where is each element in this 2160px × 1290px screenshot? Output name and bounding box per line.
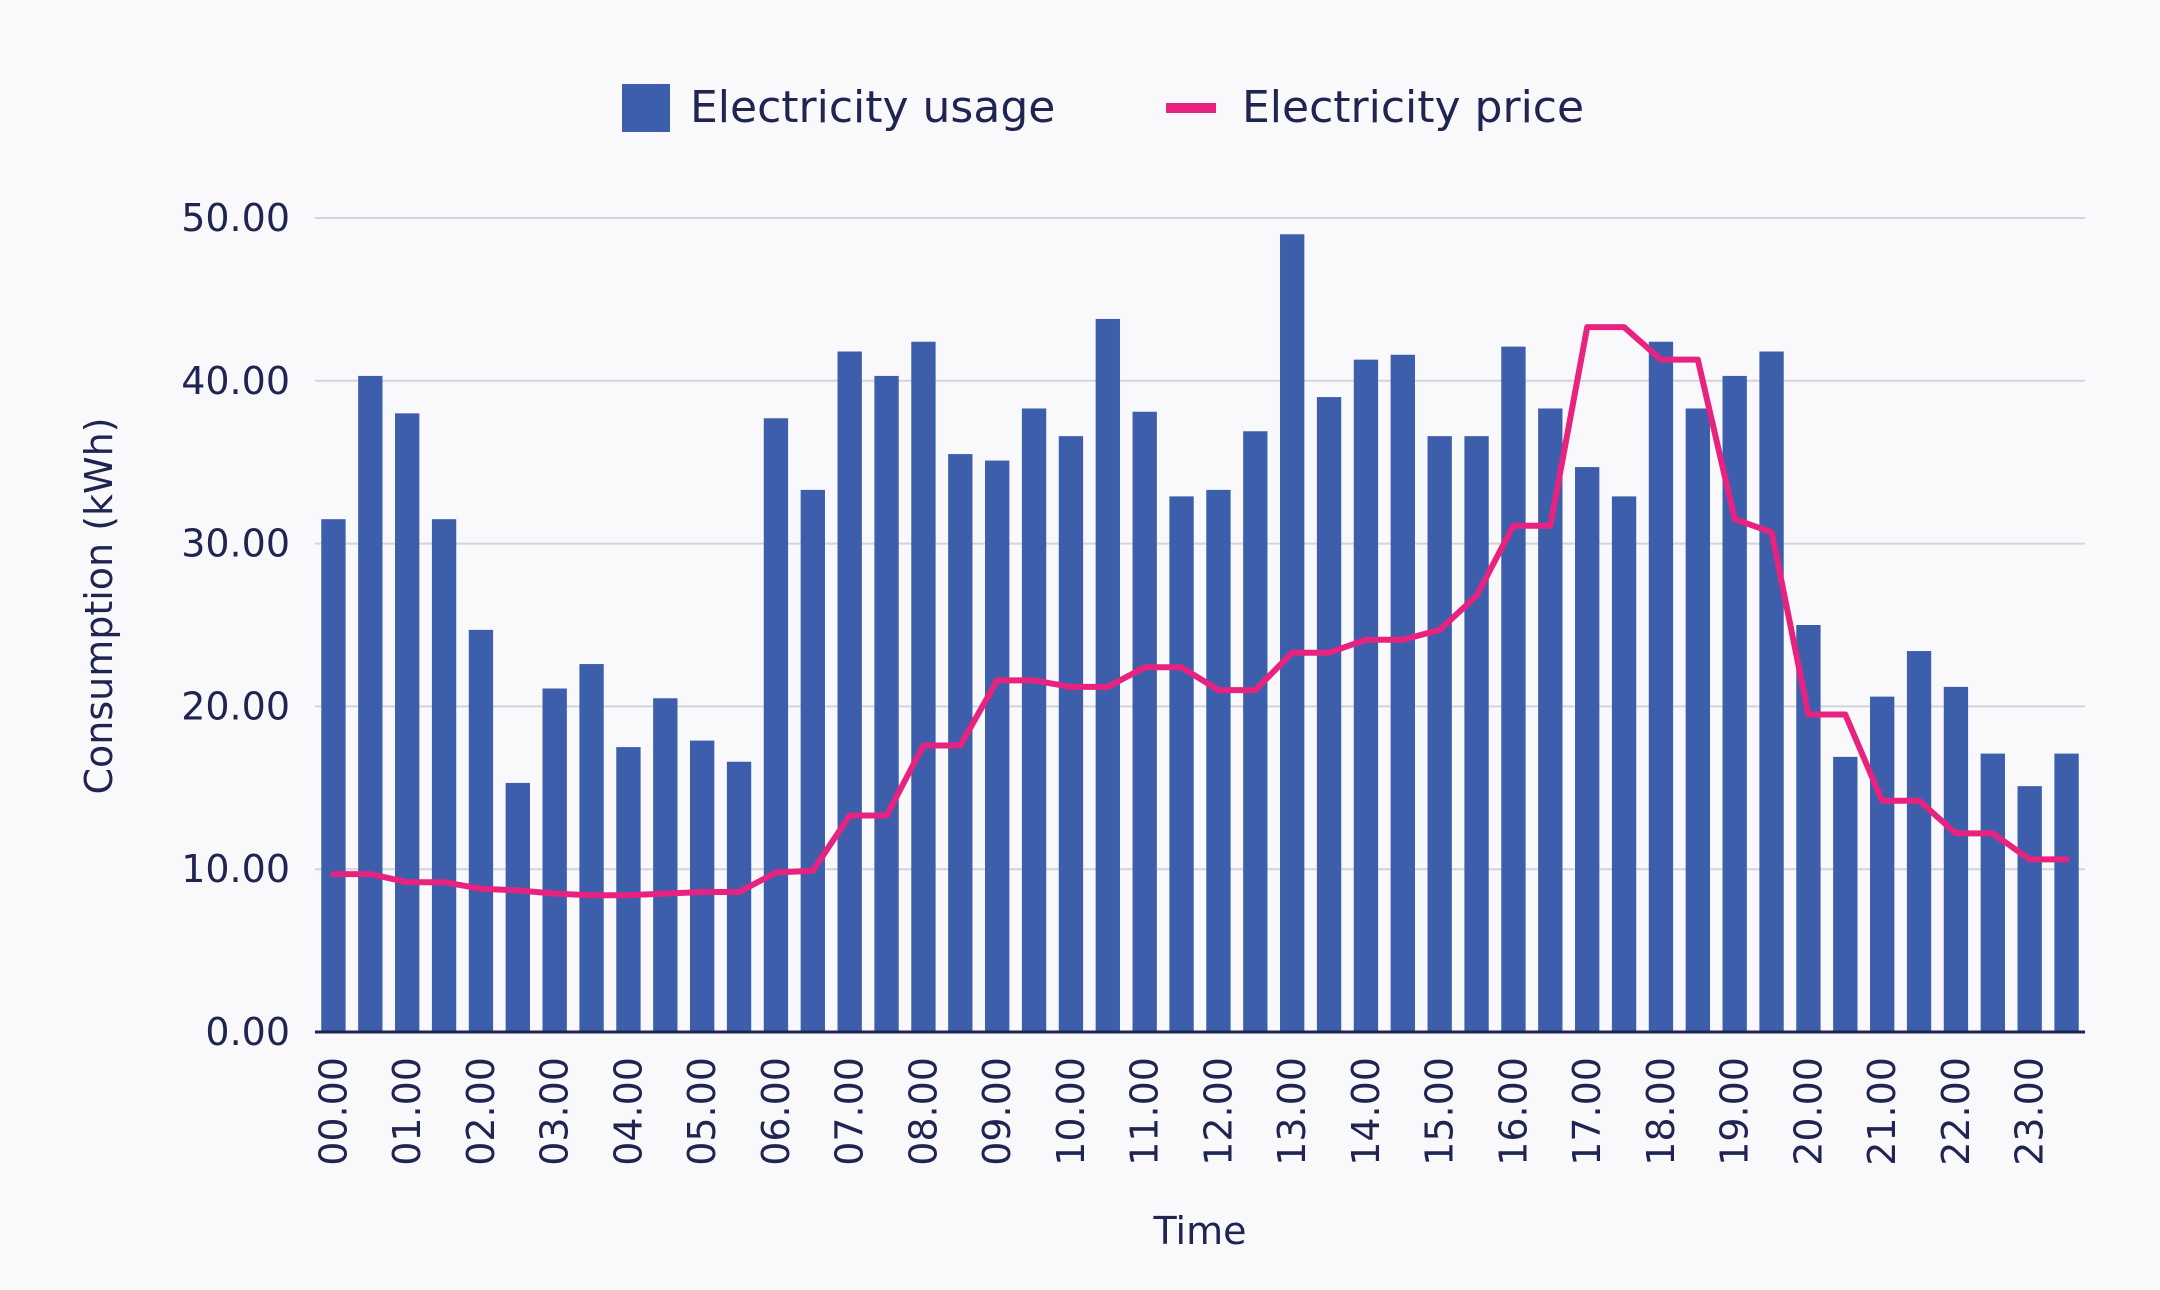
x-tick-label: 17.00 xyxy=(1565,1057,1609,1166)
bar-series xyxy=(321,234,2079,1033)
bar xyxy=(1759,351,1784,1033)
bar xyxy=(1906,651,1932,1032)
bar xyxy=(874,375,899,1032)
x-tick-label: 03.00 xyxy=(533,1057,577,1166)
y-tick-label: 50.00 xyxy=(181,196,290,240)
y-tick-label: 20.00 xyxy=(181,684,290,728)
bar xyxy=(1943,686,1969,1032)
x-tick-label: 18.00 xyxy=(1639,1057,1683,1166)
y-tick-label: 30.00 xyxy=(181,522,290,566)
line-series xyxy=(330,324,2070,899)
gridlines xyxy=(315,217,2085,871)
bar xyxy=(468,629,494,1032)
bar xyxy=(1980,753,2005,1032)
bar xyxy=(1316,397,1342,1033)
y-tick-label: 40.00 xyxy=(181,359,290,403)
x-tick-label: 09.00 xyxy=(975,1057,1019,1166)
bar xyxy=(431,519,457,1032)
bar xyxy=(1501,346,1526,1032)
x-tick-label: 06.00 xyxy=(754,1057,798,1166)
bar xyxy=(653,698,678,1032)
legend-label-usage: Electricity usage xyxy=(690,82,1055,133)
bar xyxy=(1685,408,1710,1032)
legend: Electricity usage Electricity price xyxy=(622,82,1584,133)
x-tick-label: 12.00 xyxy=(1196,1057,1240,1166)
x-tick-label: 02.00 xyxy=(459,1057,503,1166)
bar xyxy=(395,413,420,1032)
bar xyxy=(1427,436,1452,1033)
x-tick-label: 22.00 xyxy=(1934,1057,1978,1166)
bar xyxy=(579,664,604,1032)
bar xyxy=(2054,753,2079,1032)
bar xyxy=(1390,354,1415,1032)
bar xyxy=(1206,489,1231,1033)
bar xyxy=(1648,341,1674,1032)
bar xyxy=(1796,625,1821,1032)
bar xyxy=(1464,436,1489,1033)
bar xyxy=(1169,496,1194,1032)
x-tick-label: 16.00 xyxy=(1491,1057,1535,1166)
x-tick-label: 23.00 xyxy=(2008,1057,2052,1166)
bar xyxy=(1280,234,1305,1032)
legend-label-price: Electricity price xyxy=(1242,82,1584,133)
bar xyxy=(1611,496,1637,1032)
bar xyxy=(358,375,383,1032)
x-tick-label: 14.00 xyxy=(1344,1057,1388,1166)
x-tick-label: 21.00 xyxy=(1860,1057,1904,1166)
bar xyxy=(690,740,715,1032)
x-tick-label: 05.00 xyxy=(680,1057,724,1166)
bar xyxy=(726,761,752,1032)
bar xyxy=(837,351,862,1033)
x-tick-label: 07.00 xyxy=(828,1057,872,1166)
bar xyxy=(1058,436,1084,1033)
x-tick-label: 04.00 xyxy=(606,1057,650,1166)
price-line xyxy=(330,324,2070,899)
bar xyxy=(985,460,1010,1032)
legend-swatch-usage xyxy=(622,84,670,132)
x-tick-label: 10.00 xyxy=(1049,1057,1093,1166)
x-tick-label: 11.00 xyxy=(1123,1057,1167,1166)
bar xyxy=(1575,467,1600,1033)
x-tick-label: 19.00 xyxy=(1713,1057,1757,1166)
x-tick-label: 20.00 xyxy=(1786,1057,1830,1166)
x-tick-label: 01.00 xyxy=(385,1057,429,1166)
x-axis-title: Time xyxy=(1153,1209,1247,1253)
x-tick-label: 00.00 xyxy=(311,1057,355,1166)
bar xyxy=(911,341,936,1032)
bar xyxy=(1833,756,1858,1032)
bar xyxy=(1132,411,1157,1032)
bar xyxy=(321,519,346,1032)
x-tick-label: 13.00 xyxy=(1270,1057,1314,1166)
x-axis-ticks: 00.00 01.00 02.00 03.00 04.00 05.00 06.00 07.00… xyxy=(311,1057,2051,1166)
bar xyxy=(763,418,789,1032)
x-tick-label: 15.00 xyxy=(1418,1057,1462,1166)
bar xyxy=(505,782,530,1032)
bar xyxy=(1021,408,1047,1032)
bar xyxy=(1538,408,1563,1032)
bar xyxy=(1095,318,1120,1032)
y-tick-label: 0.00 xyxy=(205,1010,290,1054)
y-axis-title: Consumption (kWh) xyxy=(77,417,121,794)
bar xyxy=(1243,431,1268,1032)
bar xyxy=(1870,696,1895,1032)
x-tick-label: 08.00 xyxy=(901,1057,945,1166)
y-axis-ticks: 0.00 10.00 20.00 30.00 40.00 50.00 xyxy=(181,196,290,1054)
bar xyxy=(2017,786,2042,1032)
bar xyxy=(1353,359,1379,1032)
bar xyxy=(616,747,641,1032)
bar xyxy=(542,688,567,1032)
bar xyxy=(800,489,825,1033)
y-tick-label: 10.00 xyxy=(181,847,290,891)
